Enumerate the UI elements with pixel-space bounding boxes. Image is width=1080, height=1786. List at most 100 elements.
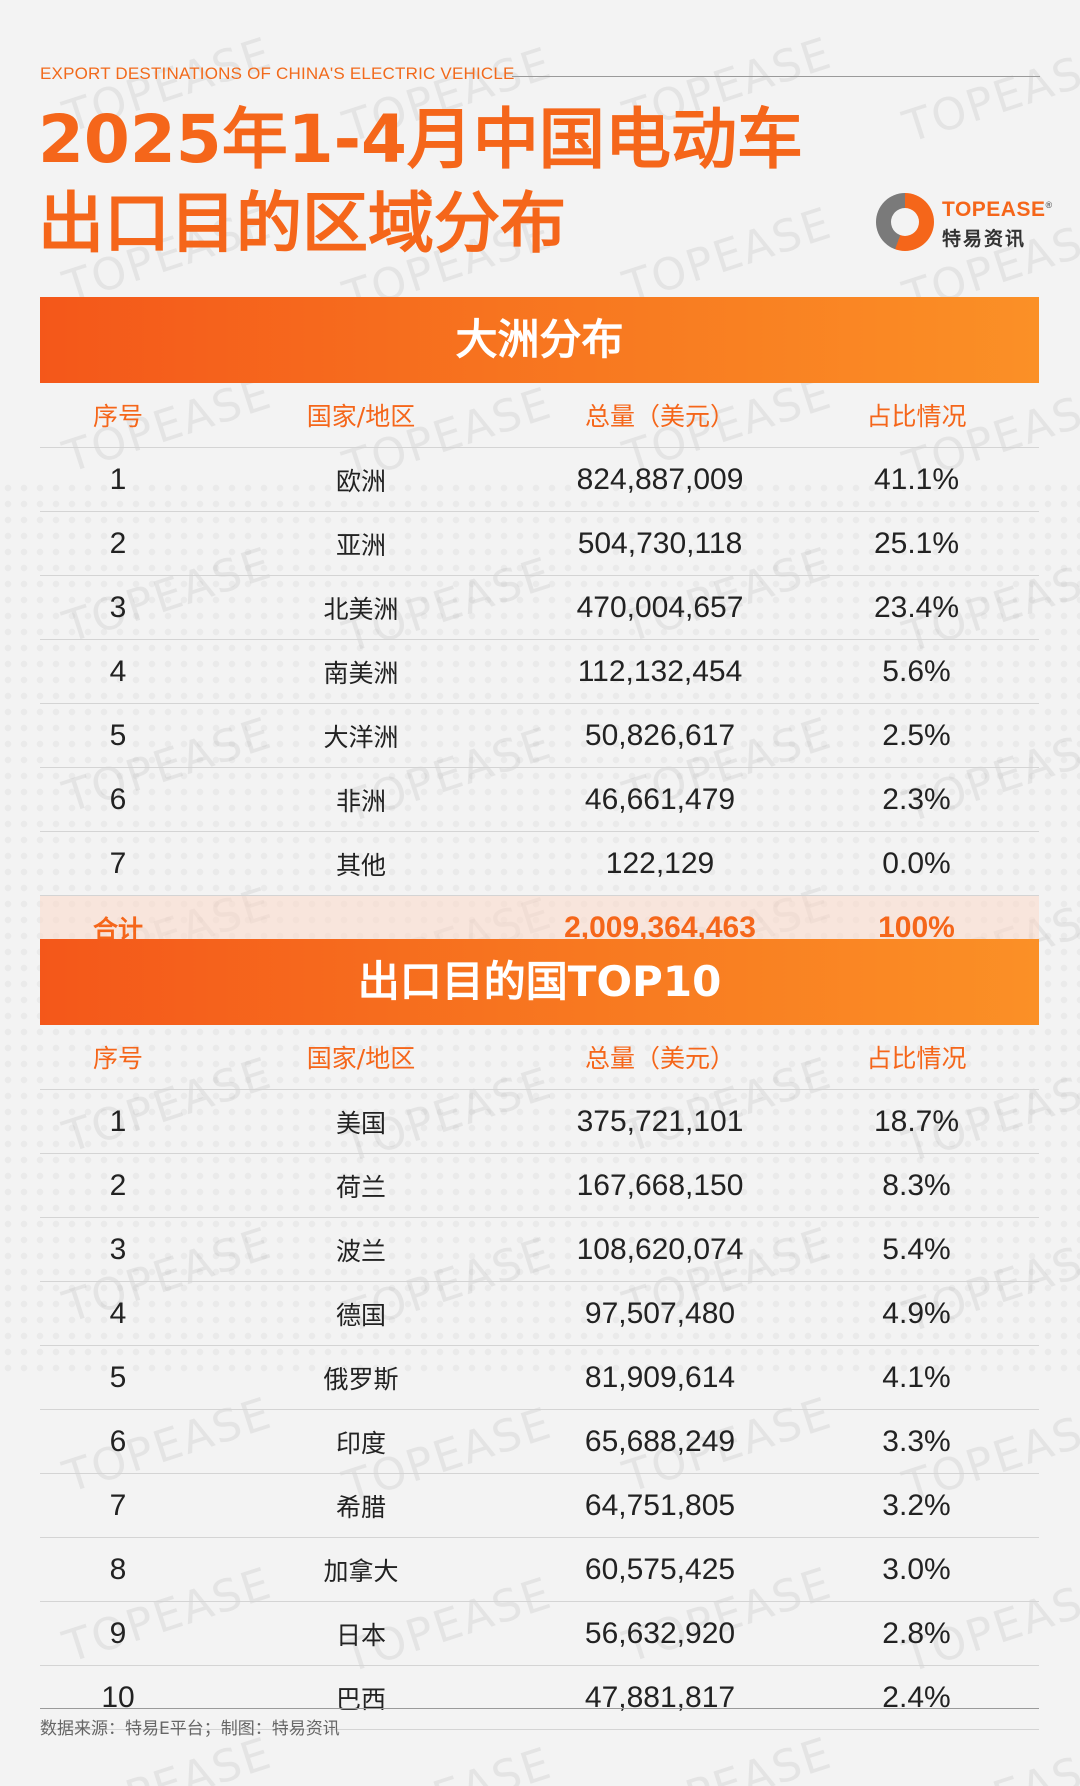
eyebrow-subtitle: EXPORT DESTINATIONS OF CHINA'S ELECTRIC … (40, 64, 515, 83)
country-row: 2 荷兰 167,668,150 8.3% (40, 1153, 1039, 1218)
row-share: 4.1% (794, 1345, 1039, 1410)
row-amount: 504,730,118 (526, 511, 794, 576)
country-row: 6 印度 65,688,249 3.3% (40, 1409, 1039, 1474)
title-line-2: 出口目的区域分布 (38, 185, 566, 262)
col-header-share: 占比情况 (794, 1025, 1039, 1090)
country-table-header: 序号 国家/地区 总量（美元） 占比情况 (40, 1025, 1039, 1090)
row-amount: 47,881,817 (526, 1665, 794, 1730)
continent-table: 序号 国家/地区 总量（美元） 占比情况 1 欧洲 824,887,009 41.1%… (40, 383, 1039, 959)
page-title: 2025年1-4月中国电动车 出口目的区域分布 (38, 98, 803, 266)
row-region-name: 欧洲 (196, 447, 526, 512)
row-share: 5.6% (794, 639, 1039, 704)
row-region-name: 美国 (196, 1089, 526, 1154)
row-amount: 81,909,614 (526, 1345, 794, 1410)
col-header-amount: 总量（美元） (526, 383, 794, 448)
country-row: 8 加拿大 60,575,425 3.0% (40, 1537, 1039, 1602)
row-share: 5.4% (794, 1217, 1039, 1282)
row-amount: 108,620,074 (526, 1217, 794, 1282)
row-region-name: 俄罗斯 (196, 1345, 526, 1410)
row-share: 0.0% (794, 831, 1039, 896)
row-amount: 50,826,617 (526, 703, 794, 768)
country-row: 1 美国 375,721,101 18.7% (40, 1089, 1039, 1154)
row-region-name: 希腊 (196, 1473, 526, 1538)
row-share: 25.1% (794, 511, 1039, 576)
row-number: 3 (40, 1217, 196, 1282)
topease-watermark: TOPEASE (897, 37, 1080, 154)
country-section-heading: 出口目的国TOP10 (40, 939, 1039, 1025)
row-region-name: 亚洲 (196, 511, 526, 576)
row-share: 2.4% (794, 1665, 1039, 1730)
row-number: 5 (40, 1345, 196, 1410)
row-number: 2 (40, 511, 196, 576)
row-share: 8.3% (794, 1153, 1039, 1218)
row-region-name: 北美洲 (196, 575, 526, 640)
row-number: 6 (40, 767, 196, 832)
row-amount: 56,632,920 (526, 1601, 794, 1666)
col-header-share: 占比情况 (794, 383, 1039, 448)
row-number: 1 (40, 447, 196, 512)
row-number: 1 (40, 1089, 196, 1154)
col-header-region: 国家/地区 (196, 1025, 526, 1090)
row-number: 3 (40, 575, 196, 640)
country-row: 9 日本 56,632,920 2.8% (40, 1601, 1039, 1666)
row-number: 9 (40, 1601, 196, 1666)
topease-watermark: TOPEASE (617, 1727, 839, 1786)
row-amount: 60,575,425 (526, 1537, 794, 1602)
row-amount: 65,688,249 (526, 1409, 794, 1474)
row-region-name: 大洋洲 (196, 703, 526, 768)
row-number: 7 (40, 1473, 196, 1538)
row-region-name: 巴西 (196, 1665, 526, 1730)
topease-logo: TOPEASE® 特易资讯 (874, 190, 1052, 260)
country-table: 序号 国家/地区 总量（美元） 占比情况 1 美国 375,721,101 18.7%… (40, 1025, 1039, 1730)
row-amount: 97,507,480 (526, 1281, 794, 1346)
row-region-name: 南美洲 (196, 639, 526, 704)
row-region-name: 日本 (196, 1601, 526, 1666)
row-number: 5 (40, 703, 196, 768)
title-line-1: 2025年1-4月中国电动车 (38, 101, 803, 178)
row-region-name: 非洲 (196, 767, 526, 832)
row-share: 4.9% (794, 1281, 1039, 1346)
registered-mark: ® (1045, 200, 1053, 210)
row-share: 3.3% (794, 1409, 1039, 1474)
continent-row: 7 其他 122,129 0.0% (40, 831, 1039, 896)
eyebrow-divider (512, 76, 1040, 77)
row-amount: 64,751,805 (526, 1473, 794, 1538)
row-share: 2.3% (794, 767, 1039, 832)
row-share: 41.1% (794, 447, 1039, 512)
topease-logo-icon (876, 193, 934, 251)
row-region-name: 加拿大 (196, 1537, 526, 1602)
country-row: 4 德国 97,507,480 4.9% (40, 1281, 1039, 1346)
row-amount: 112,132,454 (526, 639, 794, 704)
row-number: 2 (40, 1153, 196, 1218)
row-amount: 122,129 (526, 831, 794, 896)
topease-watermark: TOPEASE (897, 1738, 1080, 1786)
row-region-name: 波兰 (196, 1217, 526, 1282)
col-header-region: 国家/地区 (196, 383, 526, 448)
col-header-amount: 总量（美元） (526, 1025, 794, 1090)
row-number: 8 (40, 1537, 196, 1602)
row-share: 3.0% (794, 1537, 1039, 1602)
row-region-name: 德国 (196, 1281, 526, 1346)
row-amount: 167,668,150 (526, 1153, 794, 1218)
continent-row: 4 南美洲 112,132,454 5.6% (40, 639, 1039, 704)
row-share: 2.8% (794, 1601, 1039, 1666)
country-row: 3 波兰 108,620,074 5.4% (40, 1217, 1039, 1282)
row-amount: 470,004,657 (526, 575, 794, 640)
row-number: 6 (40, 1409, 196, 1474)
continent-row: 5 大洋洲 50,826,617 2.5% (40, 703, 1039, 768)
row-region-name: 其他 (196, 831, 526, 896)
topease-watermark: TOPEASE (337, 1738, 558, 1786)
row-amount: 375,721,101 (526, 1089, 794, 1154)
col-header-no: 序号 (40, 1025, 196, 1090)
row-share: 23.4% (794, 575, 1039, 640)
row-amount: 46,661,479 (526, 767, 794, 832)
country-row: 7 希腊 64,751,805 3.2% (40, 1473, 1039, 1538)
row-share: 3.2% (794, 1473, 1039, 1538)
continent-table-header: 序号 国家/地区 总量（美元） 占比情况 (40, 383, 1039, 448)
row-number: 4 (40, 639, 196, 704)
continent-row: 3 北美洲 470,004,657 23.4% (40, 575, 1039, 640)
row-number: 7 (40, 831, 196, 896)
row-region-name: 印度 (196, 1409, 526, 1474)
logo-name-en: TOPEASE® (942, 198, 1053, 221)
row-share: 18.7% (794, 1089, 1039, 1154)
